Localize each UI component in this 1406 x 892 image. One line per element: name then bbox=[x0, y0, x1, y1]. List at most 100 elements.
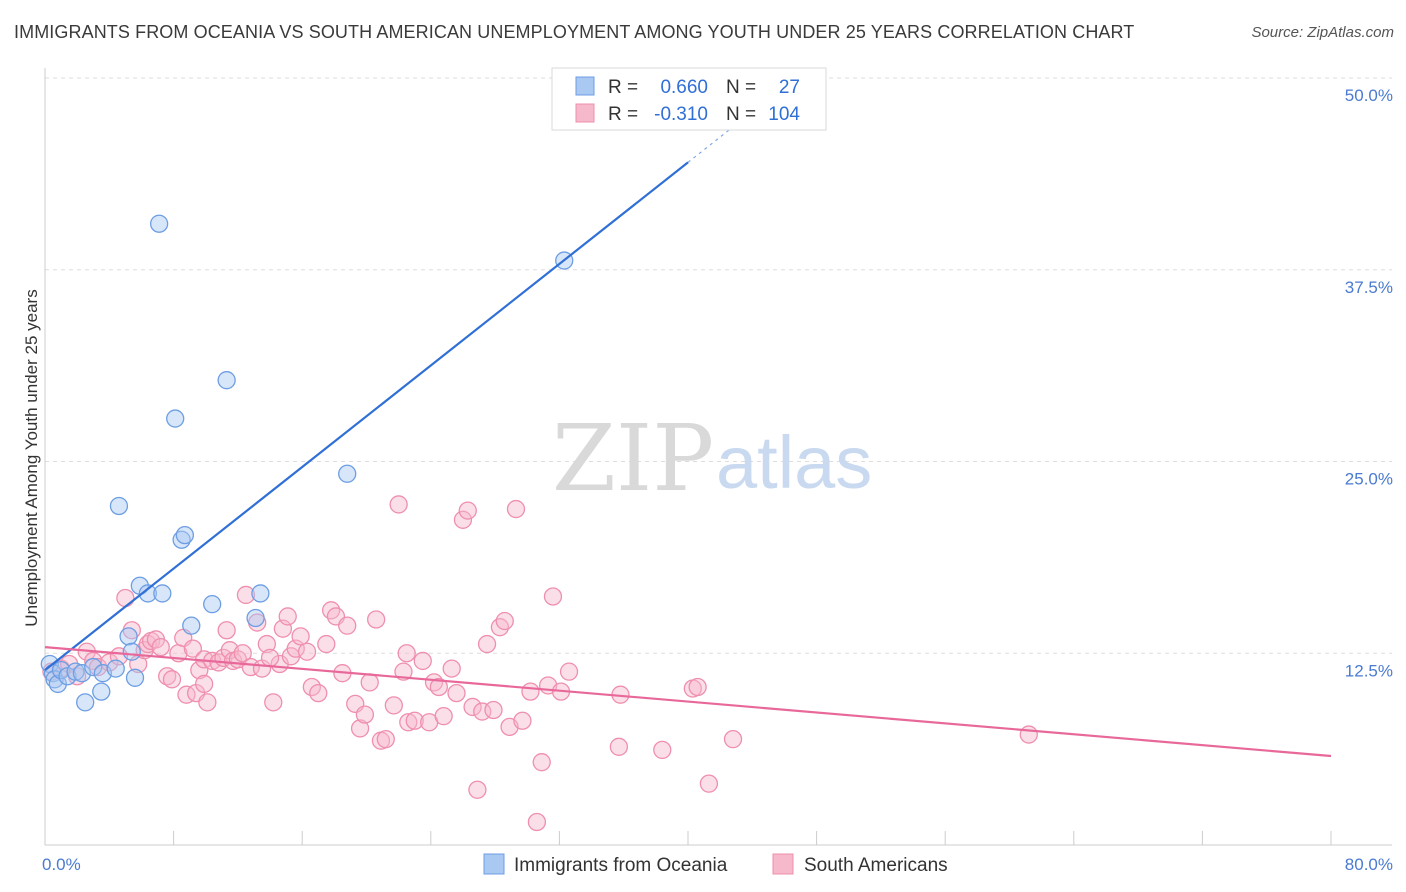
south-point-102 bbox=[260, 648, 280, 668]
south-point-101 bbox=[397, 644, 416, 663]
south-point-88 bbox=[532, 753, 551, 772]
south-trend-line bbox=[44, 646, 1332, 758]
y-tick-label-2: 37.5% bbox=[1345, 278, 1393, 297]
legend-r-value-south: -0.310 bbox=[654, 104, 708, 125]
axes bbox=[44, 68, 1392, 846]
south-point-82 bbox=[495, 611, 514, 631]
oceania-point-6 bbox=[66, 662, 85, 681]
chart-title: IMMIGRANTS FROM OCEANIA VS SOUTH AMERICA… bbox=[14, 22, 1135, 42]
south-point-34 bbox=[233, 644, 252, 663]
south-point-50 bbox=[317, 634, 336, 654]
legend-r-label-oceania: R = bbox=[608, 77, 638, 98]
oceania-point-9 bbox=[84, 657, 103, 677]
y-tick-label-3: 50.0% bbox=[1345, 86, 1393, 105]
x-tick-labels: 0.0% 80.0% bbox=[42, 855, 1393, 874]
south-point-76 bbox=[463, 697, 482, 717]
south-point-65 bbox=[399, 713, 418, 732]
series-legend-swatch-oceania bbox=[483, 853, 505, 875]
south-point-67 bbox=[413, 651, 432, 671]
south-point-54 bbox=[338, 616, 357, 635]
y-tick-label-0: 12.5% bbox=[1345, 661, 1393, 680]
south-point-70 bbox=[429, 677, 448, 697]
oceania-point-19 bbox=[149, 214, 169, 233]
south-point-56 bbox=[350, 719, 370, 738]
south-point-97 bbox=[688, 677, 707, 697]
south-point-63 bbox=[389, 495, 408, 514]
oceania-point-28 bbox=[251, 584, 270, 603]
legend-n-label-south: N = bbox=[726, 104, 756, 125]
trend-lines bbox=[44, 111, 1332, 758]
watermark-atlas: atlas bbox=[716, 421, 872, 504]
legend-n-label-oceania: N = bbox=[726, 77, 756, 98]
oceania-point-24 bbox=[182, 616, 201, 635]
oceania-point-25 bbox=[203, 595, 222, 614]
oceania-point-27 bbox=[246, 608, 265, 628]
south-point-9 bbox=[116, 588, 135, 608]
south-point-98 bbox=[699, 774, 719, 793]
oceania-point-12 bbox=[106, 659, 125, 678]
south-point-30 bbox=[217, 621, 236, 640]
oceania-point-10 bbox=[92, 682, 111, 701]
south-point-58 bbox=[360, 673, 379, 692]
grid-lines bbox=[45, 77, 1392, 654]
south-point-5 bbox=[84, 651, 103, 671]
y-tick-labels: 12.5% 25.0% 37.5% 50.0% bbox=[1345, 86, 1393, 680]
south-point-80 bbox=[484, 700, 503, 720]
south-point-72 bbox=[442, 659, 461, 678]
south-point-66 bbox=[405, 711, 424, 730]
oceania-point-8 bbox=[76, 693, 95, 712]
south-point-62 bbox=[384, 696, 403, 715]
correlation-legend: R = 0.660 N = 27 R = -0.310 N = 104 bbox=[551, 67, 827, 131]
south-point-81 bbox=[490, 618, 510, 637]
south-point-43 bbox=[278, 607, 297, 626]
south-point-64 bbox=[394, 662, 413, 681]
south-point-71 bbox=[434, 706, 453, 726]
legend-r-label-south: R = bbox=[608, 104, 638, 125]
south-point-47 bbox=[297, 642, 317, 661]
x-tick-label-1: 80.0% bbox=[1345, 855, 1393, 874]
oceania-points bbox=[40, 214, 574, 712]
y-axis-label: Unemployment Among Youth under 25 years bbox=[22, 289, 41, 626]
south-point-99 bbox=[723, 730, 743, 749]
legend-swatch-oceania bbox=[575, 76, 595, 96]
south-point-18 bbox=[162, 670, 182, 689]
south-point-57 bbox=[355, 705, 375, 724]
watermark-zip: ZIP bbox=[552, 405, 714, 512]
south-point-24 bbox=[190, 660, 209, 680]
south-point-59 bbox=[366, 610, 386, 629]
south-point-95 bbox=[653, 740, 672, 760]
oceania-point-14 bbox=[119, 627, 138, 646]
south-point-77 bbox=[468, 780, 487, 799]
chart-source: Source: ZipAtlas.com bbox=[1251, 24, 1394, 41]
south-point-61 bbox=[376, 730, 395, 749]
oceania-point-13 bbox=[109, 496, 129, 516]
oceania-point-26 bbox=[217, 371, 236, 390]
series-legend: Immigrants from Oceania South Americans bbox=[483, 853, 948, 876]
south-point-35 bbox=[236, 585, 256, 605]
south-point-74 bbox=[453, 510, 473, 529]
oceania-point-7 bbox=[72, 664, 92, 683]
legend-swatch-south bbox=[575, 103, 595, 123]
south-point-87 bbox=[527, 812, 547, 832]
south-point-93 bbox=[609, 737, 629, 756]
south-point-40 bbox=[264, 693, 283, 712]
south-point-90 bbox=[543, 587, 563, 606]
oceania-point-15 bbox=[122, 642, 141, 661]
legend-r-value-oceania: 0.660 bbox=[660, 77, 708, 98]
south-point-92 bbox=[559, 662, 579, 681]
oceania-point-3 bbox=[48, 674, 68, 694]
y-tick-label-1: 25.0% bbox=[1345, 470, 1393, 489]
south-point-46 bbox=[291, 627, 310, 646]
oceania-point-20 bbox=[153, 584, 172, 603]
south-point-103 bbox=[194, 674, 214, 694]
south-americans-points bbox=[42, 495, 1038, 832]
south-point-79 bbox=[477, 634, 497, 654]
south-point-73 bbox=[447, 683, 466, 703]
south-point-85 bbox=[513, 711, 532, 730]
south-point-84 bbox=[506, 499, 526, 519]
south-point-86 bbox=[521, 682, 540, 701]
south-point-51 bbox=[321, 601, 341, 620]
south-point-39 bbox=[257, 634, 276, 654]
south-point-16 bbox=[151, 637, 170, 657]
